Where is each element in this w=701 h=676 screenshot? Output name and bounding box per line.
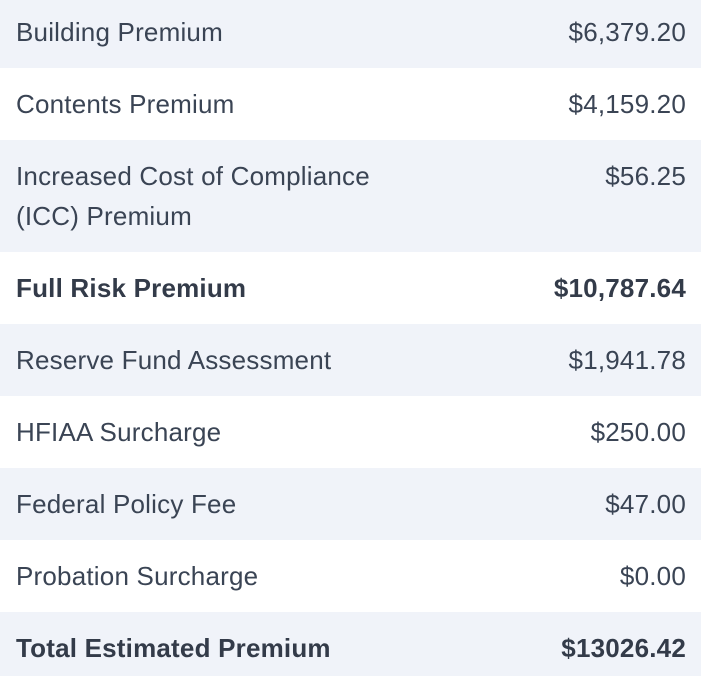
row-amount: $4,159.20 (568, 89, 686, 119)
table-row-building-premium: Building Premium $6,379.20 (0, 0, 701, 68)
table-row-hfiaa-surcharge: HFIAA Surcharge $250.00 (0, 396, 701, 468)
row-label: Reserve Fund Assessment (16, 345, 332, 375)
row-amount: $56.25 (605, 161, 686, 191)
table-row-probation-surcharge: Probation Surcharge $0.00 (0, 540, 701, 612)
row-amount: $1,941.78 (568, 345, 686, 375)
table-row-federal-policy-fee: Federal Policy Fee $47.00 (0, 468, 701, 540)
row-label: Total Estimated Premium (16, 633, 331, 663)
row-label: Federal Policy Fee (16, 489, 237, 519)
row-label: Probation Surcharge (16, 561, 259, 591)
row-label: HFIAA Surcharge (16, 417, 222, 447)
row-label: Full Risk Premium (16, 273, 247, 303)
row-amount: $250.00 (590, 417, 686, 447)
row-amount: $6,379.20 (568, 17, 686, 47)
row-amount: $47.00 (605, 489, 686, 519)
row-label: Building Premium (16, 17, 223, 47)
row-amount: $0.00 (619, 561, 686, 591)
table-row-contents-premium: Contents Premium $4,159.20 (0, 68, 701, 140)
row-label: Increased Cost of Compliance (ICC) Premi… (16, 161, 370, 231)
table-row-reserve-fund-assessment: Reserve Fund Assessment $1,941.78 (0, 324, 701, 396)
table-row-total-estimated-premium: Total Estimated Premium $13026.42 (0, 612, 701, 676)
row-amount: $13026.42 (561, 633, 686, 663)
table-row-icc-premium: Increased Cost of Compliance (ICC) Premi… (0, 140, 701, 252)
table-row-full-risk-premium: Full Risk Premium $10,787.64 (0, 252, 701, 324)
row-label: Contents Premium (16, 89, 235, 119)
row-amount: $10,787.64 (553, 273, 686, 303)
